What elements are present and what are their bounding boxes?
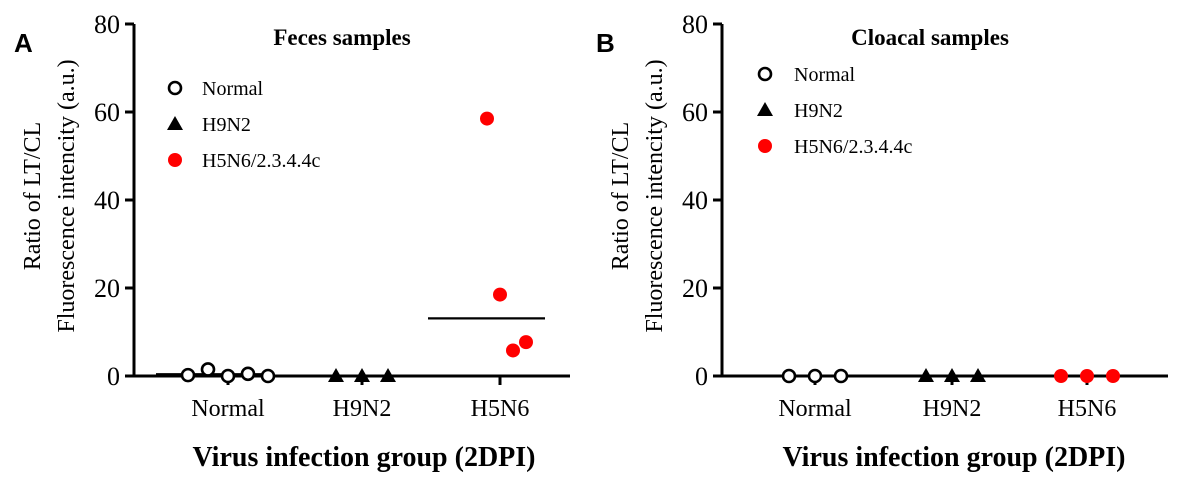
x-tick-label: H9N2 (333, 396, 392, 422)
data-point (328, 368, 344, 382)
x-tick-label: H5N6 (471, 396, 530, 422)
data-point (380, 368, 396, 382)
y-tick-label: 60 (94, 98, 120, 127)
legend-marker (167, 80, 183, 96)
y-tick-label: 80 (682, 10, 708, 39)
plot-layer: 0 20 40 60 80 Normal H9N2 H5N6 Normal H9N2 H5N6/2.… (94, 10, 1168, 422)
data-point (260, 368, 276, 384)
data-point (833, 368, 849, 384)
y-tick-label: 40 (94, 186, 120, 215)
legend-label: H9N2 (202, 114, 251, 136)
y-tick-label: 0 (695, 362, 708, 391)
data-point (918, 368, 934, 382)
data-point (506, 343, 520, 358)
panel-b: B Cloacal samples Ratio of LT/CL Fluores… (596, 25, 1126, 473)
legend-marker (758, 139, 772, 153)
legend-marker (757, 66, 773, 82)
data-point (1106, 369, 1120, 383)
panel-b-xlabel: Virus infection group (2DPI) (783, 442, 1126, 473)
data-point (240, 366, 256, 382)
data-point (807, 368, 823, 384)
panel-a-xlabel: Virus infection group (2DPI) (193, 442, 536, 473)
y-tick-label: 80 (94, 10, 120, 39)
data-point (944, 368, 960, 382)
data-point (519, 335, 533, 350)
y-tick-label: 40 (682, 186, 708, 215)
panel-b-letter: B (596, 28, 615, 58)
y-tick-label: 60 (682, 98, 708, 127)
legend-marker (168, 153, 182, 167)
data-point (354, 368, 370, 382)
data-point (1054, 369, 1068, 383)
legend-marker (757, 102, 773, 116)
x-tick-label: Normal (778, 396, 852, 422)
x-tick-label: Normal (191, 396, 265, 422)
data-point (480, 111, 494, 126)
data-point (781, 368, 797, 384)
chart-1: 0 20 40 60 80 Normal H9N2 H5N6 Normal H9N2 H5N6/2.… (682, 10, 1168, 422)
panel-a-ylabel-line1: Ratio of LT/CL (20, 122, 46, 270)
panel-a-letter: A (14, 28, 33, 58)
y-tick-label: 20 (682, 274, 708, 303)
legend-label: H5N6/2.3.4.4c (794, 136, 912, 158)
data-point (220, 368, 236, 384)
data-point (180, 367, 196, 383)
panel-b-title: Cloacal samples (851, 25, 1009, 50)
data-point (970, 368, 986, 382)
y-tick-label: 20 (94, 274, 120, 303)
legend-label: Normal (794, 64, 856, 86)
data-point (493, 287, 507, 302)
panel-b-ylabel-line1: Ratio of LT/CL (608, 122, 634, 270)
legend-label: H5N6/2.3.4.4c (202, 150, 320, 172)
data-point (1080, 369, 1094, 383)
legend-label: H9N2 (794, 100, 843, 122)
panel-a: A Feces samples Ratio of LT/CL Fluoresce… (14, 25, 536, 473)
chart-0: 0 20 40 60 80 Normal H9N2 H5N6 Normal H9N2 H5N6/2.… (94, 10, 570, 422)
data-point (200, 362, 216, 377)
panel-b-ylabel-line2: Fluorescence intencity (a.u.) (642, 59, 668, 332)
panel-a-ylabel-line2: Fluorescence intencity (a.u.) (54, 59, 80, 332)
panel-a-title: Feces samples (273, 25, 410, 50)
legend-marker (167, 116, 183, 130)
x-tick-label: H5N6 (1058, 396, 1117, 422)
x-tick-label: H9N2 (923, 396, 982, 422)
legend-label: Normal (202, 78, 264, 100)
y-tick-label: 0 (107, 362, 120, 391)
